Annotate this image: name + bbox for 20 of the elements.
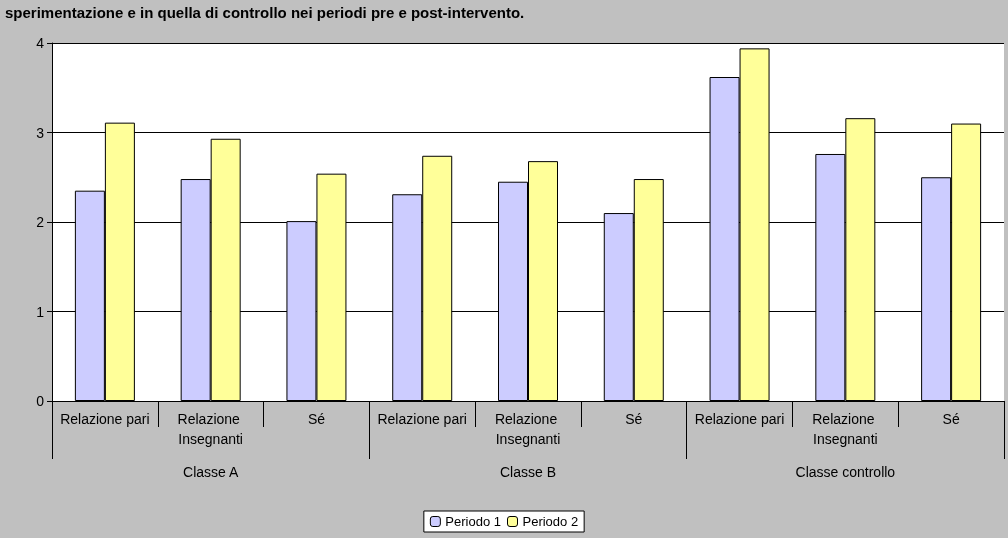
y-tick-label: 4 [36, 35, 45, 51]
x-tick-label: Relazione pari [377, 411, 467, 427]
x-tick-label: Relazione Insegnanti [494, 411, 562, 447]
x-tick-label: Relazione pari [60, 411, 150, 427]
y-tick-label: 2 [36, 214, 45, 230]
text: Classe A [183, 464, 239, 480]
text: Classe B [499, 464, 557, 480]
x-tick-label: Sé [942, 411, 960, 427]
x-tick-label: Sé [307, 411, 326, 427]
x-tick-label: Relazione pari [694, 411, 785, 427]
y-tick-label: 3 [36, 124, 45, 141]
y-tick-label: 1 [36, 303, 45, 320]
y-tick-label: 0 [36, 393, 45, 409]
x-tick-label: Sé [625, 411, 643, 427]
legend-label: Periodo 2 [522, 514, 579, 529]
x-tick-label: Relazione Insegnanti [812, 411, 879, 447]
chart-title: sperimentazione e in quella di controllo nei periodi pre e post-intervento. [5, 4, 525, 21]
legend-label: Periodo 1 [445, 514, 502, 529]
x-tick-label: Relazione Insegnanti [177, 411, 244, 447]
text: Classe controllo [795, 464, 896, 480]
